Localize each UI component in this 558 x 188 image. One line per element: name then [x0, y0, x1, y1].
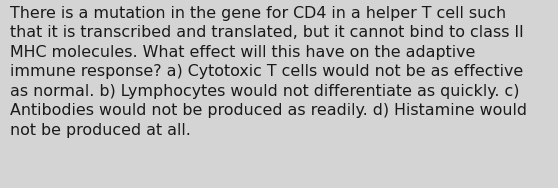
Text: There is a mutation in the gene for CD4 in a helper T cell such
that it is trans: There is a mutation in the gene for CD4 … — [10, 6, 527, 138]
